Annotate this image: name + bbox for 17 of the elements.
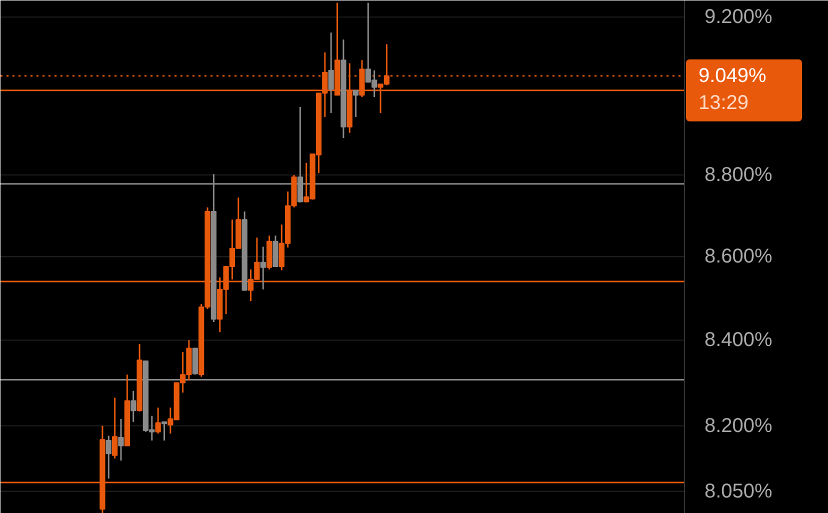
ref-line-label: 9.049% <box>698 64 767 87</box>
y-tick-label: 8.600% <box>704 246 773 268</box>
annotation: 13:29 <box>698 92 749 114</box>
candlestick <box>106 435 112 480</box>
candlestick <box>118 418 124 462</box>
y-tick-label: 8.800% <box>704 164 773 186</box>
candlestick <box>130 390 136 423</box>
y-tick-label: 8.050% <box>704 480 773 502</box>
candlestick <box>112 396 118 460</box>
y-tick-label: 9.200% <box>704 6 773 28</box>
candlestick <box>155 406 161 434</box>
candlestick <box>161 421 168 442</box>
candlestick <box>260 246 266 290</box>
y-tick-label: 8.200% <box>704 414 773 437</box>
y-tick-label: 8.400% <box>704 329 773 352</box>
candlestick <box>352 90 359 118</box>
candlestick <box>328 32 334 114</box>
